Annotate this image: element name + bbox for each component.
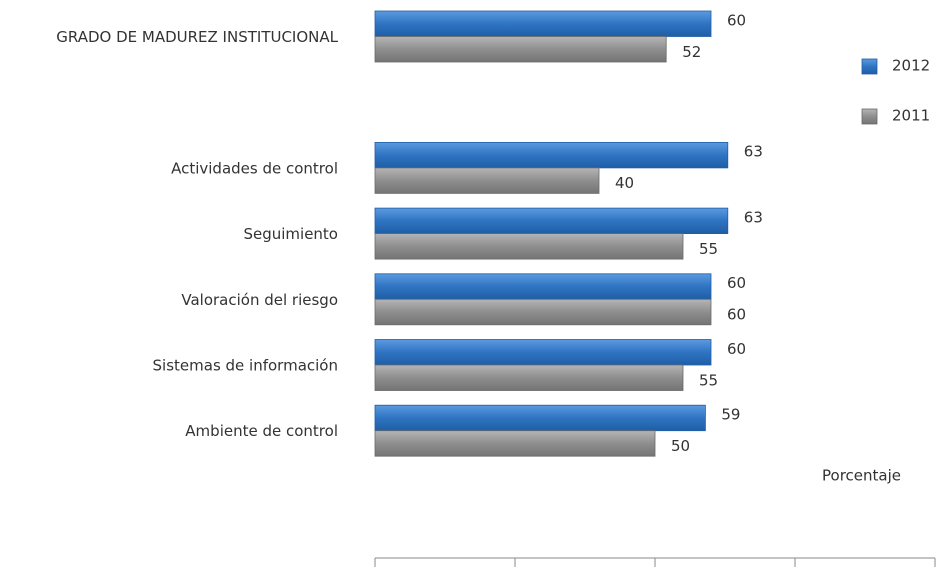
bar <box>374 298 712 326</box>
category-label: Ambiente de control <box>185 422 338 440</box>
value-label: 40 <box>615 174 634 192</box>
legend-swatch <box>861 108 878 125</box>
value-label: 60 <box>727 306 746 324</box>
category-label: Valoración del riesgo <box>181 291 338 309</box>
value-label: 60 <box>727 274 746 292</box>
value-label: 59 <box>721 405 740 423</box>
category-label: Seguimiento <box>243 225 338 243</box>
value-label: 60 <box>727 340 746 358</box>
bar <box>374 364 684 391</box>
value-label: 60 <box>727 11 746 29</box>
value-label: 50 <box>671 437 690 455</box>
legend-label: 2012 <box>892 57 930 75</box>
bar <box>374 273 712 300</box>
value-label: 63 <box>744 143 763 161</box>
bar <box>374 404 706 432</box>
value-label: 55 <box>699 371 718 389</box>
bar <box>374 430 656 457</box>
bar <box>374 207 729 235</box>
category-label: Actividades de control <box>171 159 338 177</box>
legend-swatch <box>861 58 878 75</box>
category-label: GRADO DE MADUREZ INSTITUCIONAL <box>56 28 338 46</box>
value-label: 63 <box>744 208 763 226</box>
category-label: Sistemas de información <box>153 357 338 375</box>
value-label: 55 <box>699 240 718 258</box>
bar <box>374 141 729 169</box>
bar <box>374 339 712 366</box>
value-label: 52 <box>682 43 701 61</box>
bar <box>374 233 684 260</box>
legend-label: 2011 <box>892 107 930 125</box>
bar <box>374 167 600 194</box>
bar <box>374 36 667 63</box>
bar <box>374 10 712 37</box>
x-axis-label: Porcentaje <box>822 467 901 485</box>
